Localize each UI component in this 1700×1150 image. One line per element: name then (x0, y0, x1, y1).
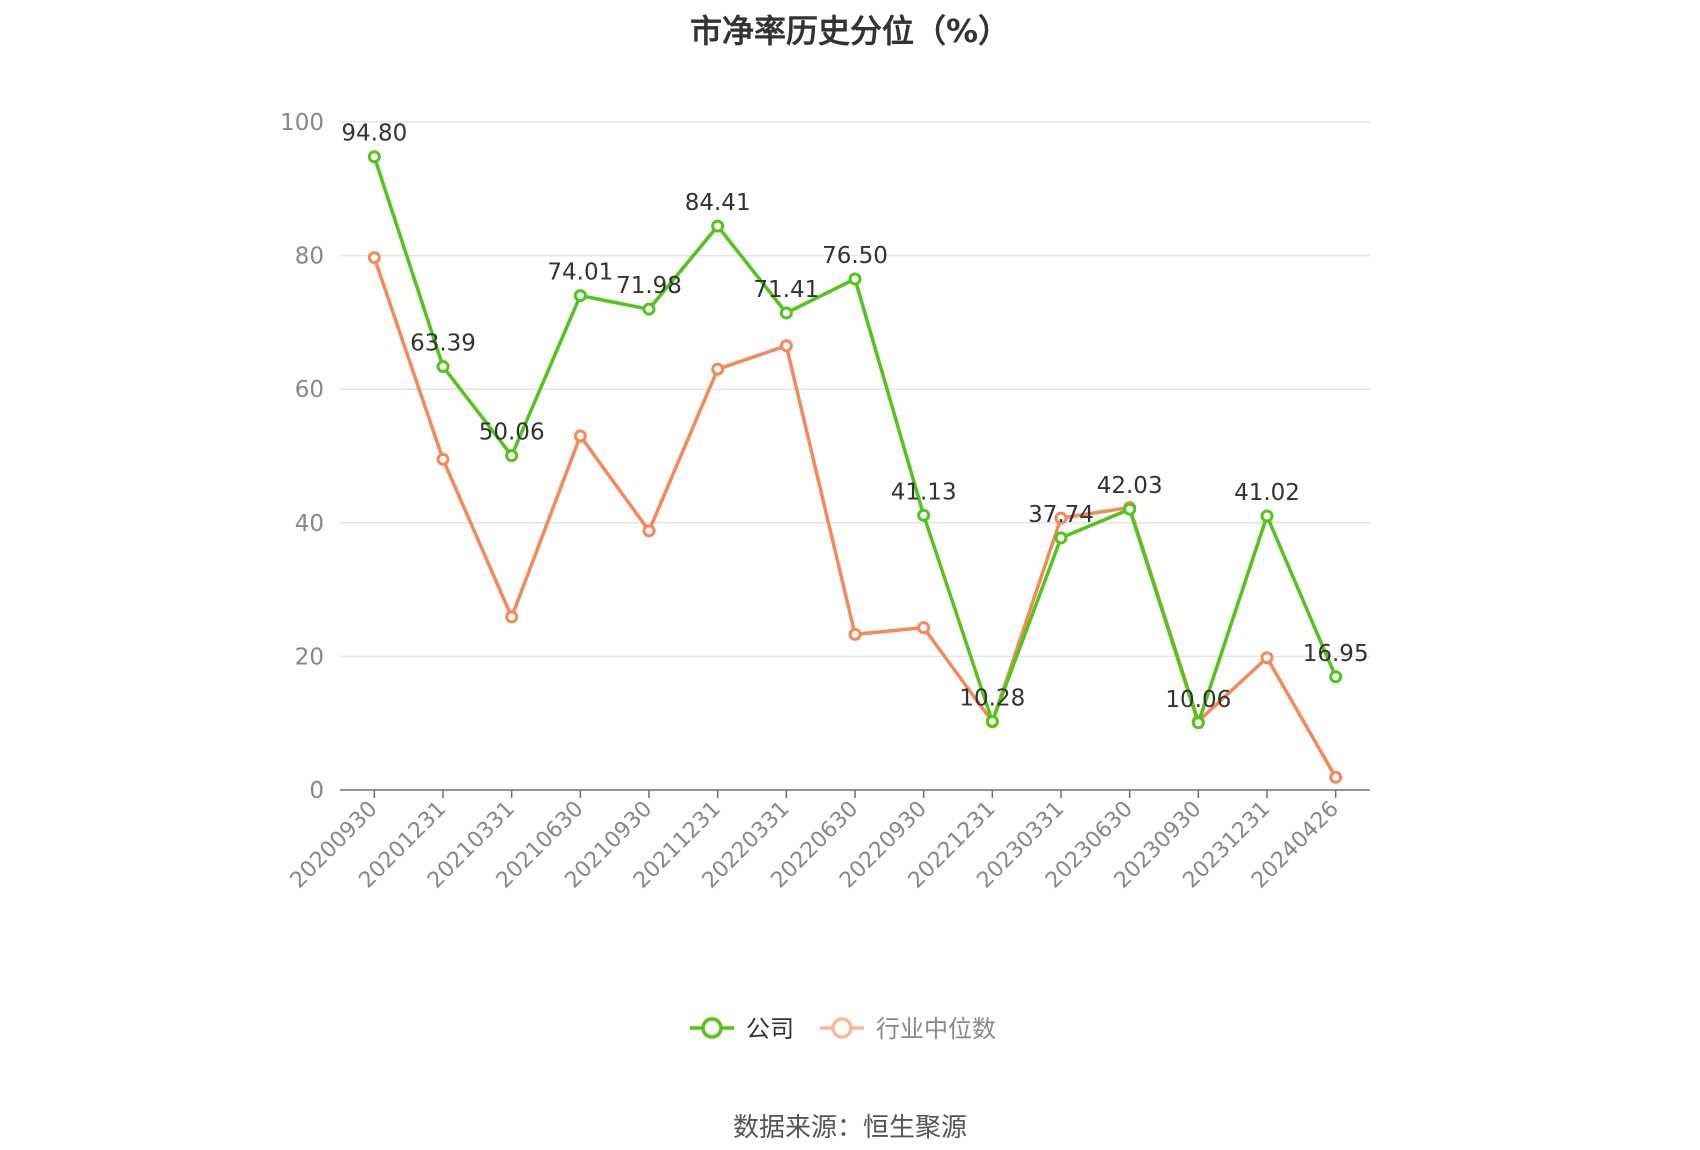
data-label: 41.02 (1234, 480, 1300, 506)
data-point[interactable] (1260, 509, 1274, 523)
data-label: 41.13 (891, 479, 957, 505)
legend-item[interactable]: 行业中位数 (820, 1015, 996, 1043)
data-point[interactable] (1054, 511, 1068, 525)
data-point[interactable] (1123, 502, 1137, 516)
data-point[interactable] (1054, 531, 1068, 545)
data-point[interactable] (367, 251, 381, 265)
grid-lines (340, 121, 1370, 658)
data-label: 16.95 (1303, 641, 1369, 667)
series-layer (367, 150, 1343, 784)
legend-label: 行业中位数 (876, 1015, 996, 1043)
data-label: 71.98 (616, 273, 682, 299)
data-point[interactable] (573, 429, 587, 443)
data-label: 50.06 (479, 420, 545, 446)
legend-marker-icon (831, 1017, 853, 1039)
data-point[interactable] (436, 360, 450, 374)
data-point[interactable] (436, 452, 450, 466)
axes: 0204060801002020093020201231202103312021… (280, 110, 1370, 893)
data-point[interactable] (505, 449, 519, 463)
data-label: 42.03 (1097, 473, 1163, 499)
y-tick-label: 100 (280, 110, 324, 136)
data-point[interactable] (642, 302, 656, 316)
data-point[interactable] (779, 306, 793, 320)
data-point[interactable] (505, 610, 519, 624)
data-point[interactable] (573, 289, 587, 303)
data-label: 37.74 (1028, 502, 1094, 528)
y-tick-label: 0 (309, 778, 324, 804)
data-label: 74.01 (547, 260, 613, 286)
data-point[interactable] (848, 272, 862, 286)
data-point[interactable] (367, 150, 381, 164)
data-point[interactable] (848, 627, 862, 641)
data-point[interactable] (985, 714, 999, 728)
data-label: 94.80 (341, 121, 407, 147)
data-label: 76.50 (822, 243, 888, 269)
data-point[interactable] (917, 621, 931, 635)
data-label: 10.28 (959, 685, 1025, 711)
legend-item[interactable]: 公司 (690, 1015, 794, 1043)
data-label: 71.41 (753, 277, 819, 303)
data-label: 10.06 (1165, 687, 1231, 713)
data-point[interactable] (1329, 670, 1343, 684)
legend-label: 公司 (746, 1015, 794, 1043)
y-tick-label: 60 (295, 377, 324, 403)
data-point[interactable] (779, 339, 793, 353)
data-point[interactable] (1329, 770, 1343, 784)
data-point[interactable] (642, 524, 656, 538)
data-label: 63.39 (410, 331, 476, 357)
data-label: 84.41 (685, 190, 751, 216)
data-point[interactable] (711, 219, 725, 233)
y-tick-label: 20 (295, 644, 324, 670)
y-tick-label: 40 (295, 511, 324, 537)
legend-marker-icon (701, 1017, 723, 1039)
y-tick-label: 80 (295, 244, 324, 270)
data-point[interactable] (711, 362, 725, 376)
data-point[interactable] (1191, 716, 1205, 730)
source-note: 数据来源：恒生聚源 (732, 1113, 967, 1143)
data-point[interactable] (917, 508, 931, 522)
legend[interactable]: 公司 行业中位数 (690, 1015, 996, 1043)
chart-title: 市净率历史分位（%） (689, 12, 1011, 50)
data-point[interactable] (1260, 651, 1274, 665)
